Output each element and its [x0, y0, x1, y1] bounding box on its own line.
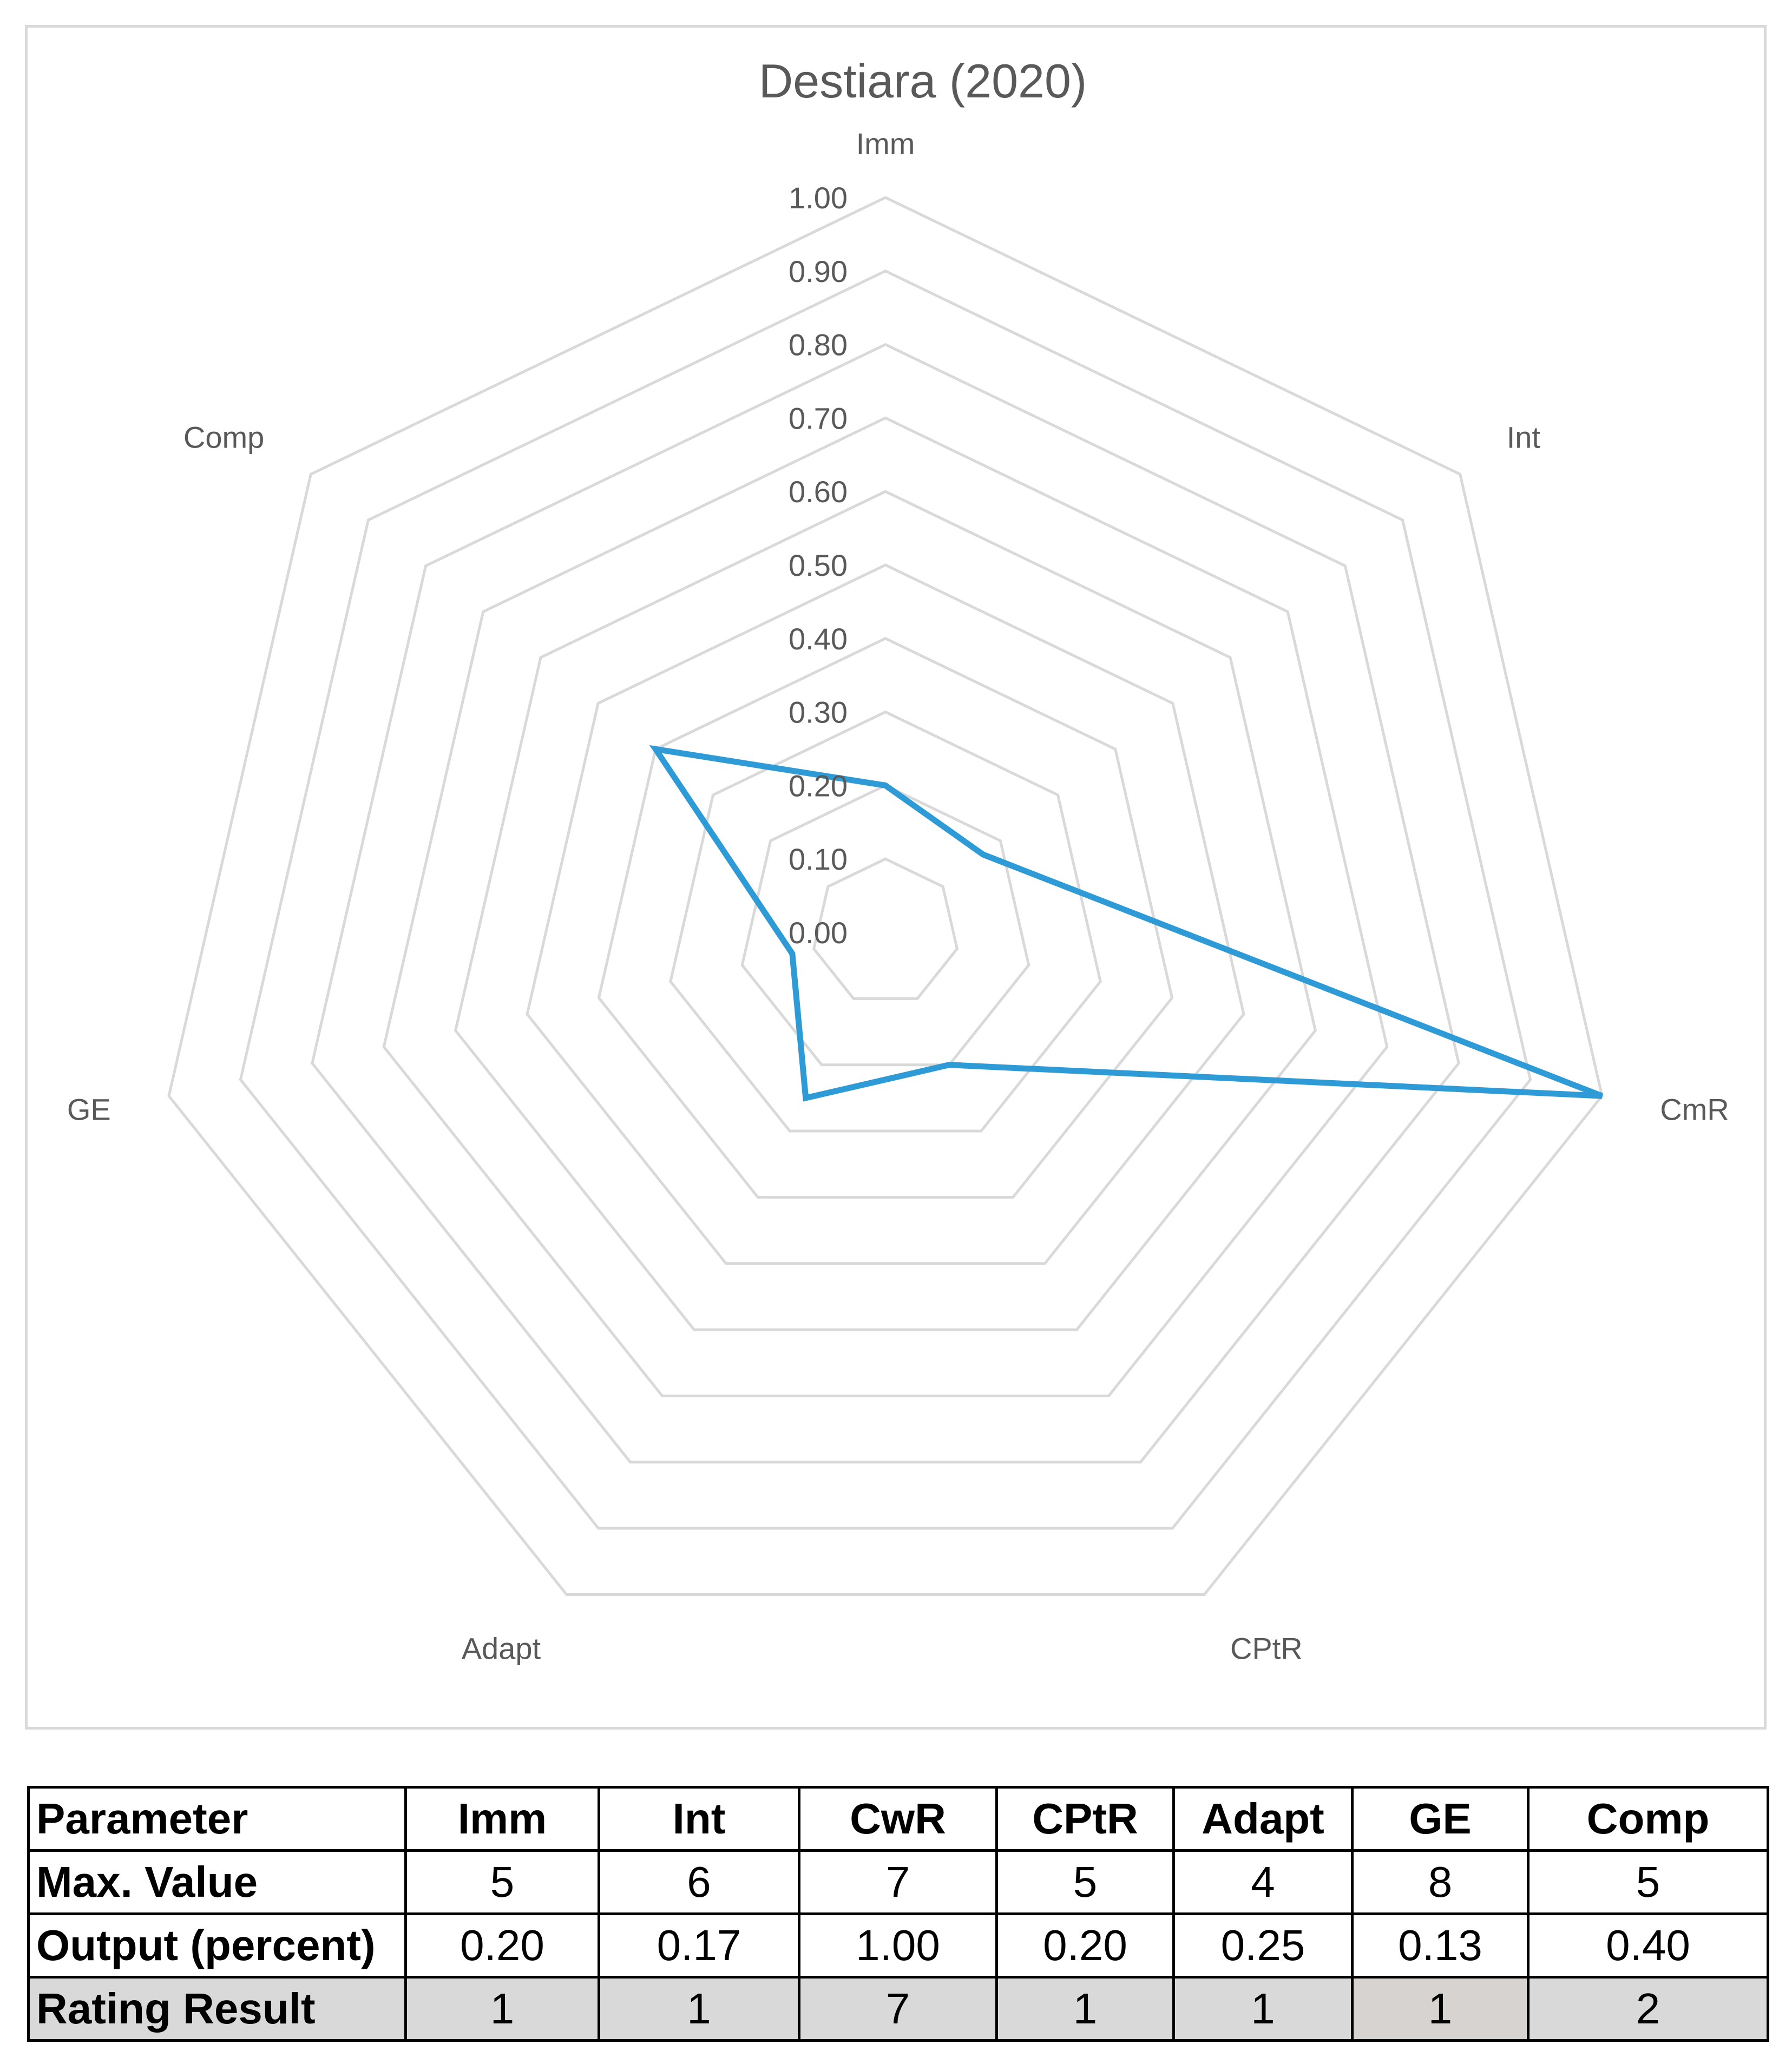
tick-labels: 0.00 0.10 0.20 0.30 0.40 0.50 0.60 0.70 0.80 0.90… [789, 181, 848, 950]
table-header-cell: Comp [1527, 1786, 1769, 1852]
grid-ring [526, 563, 1245, 1265]
radar-series [649, 745, 1603, 1102]
grid-ring [239, 269, 1532, 1530]
tick-label: 0.60 [789, 475, 848, 509]
table-header-cell: Imm [404, 1786, 600, 1852]
tick-label: 0.30 [789, 695, 848, 729]
axis-label: Adapt [462, 1632, 541, 1666]
table-cell: 0.20 [404, 1912, 600, 1978]
row-label: Output (percent) [27, 1912, 407, 1978]
axis-label: Int [1507, 420, 1541, 455]
table-cell: 5 [1527, 1849, 1769, 1915]
row-label: Max. Value [27, 1849, 407, 1915]
table-cell: 1 [995, 1976, 1175, 2042]
table-cell: 6 [598, 1849, 800, 1915]
axis-label: Comp [183, 420, 264, 455]
table-header-row: Parameter Imm Int CwR CPtR Adapt GE Comp [27, 1786, 1769, 1852]
table-cell: 0.17 [598, 1912, 800, 1978]
table-row: Output (percent) 0.20 0.17 1.00 0.20 0.25 0.13… [27, 1912, 1769, 1978]
table-cell: 2 [1527, 1976, 1769, 2042]
table-cell: 1 [1172, 1976, 1354, 2042]
table-header-cell: Parameter [27, 1786, 407, 1852]
row-label: Rating Result [27, 1976, 407, 2042]
chart-title: Destiara (2020) [759, 54, 1087, 108]
grid-ring [740, 784, 1030, 1067]
table-header-cell: Int [598, 1786, 800, 1852]
grid-ring [382, 416, 1389, 1397]
tick-label: 0.50 [789, 548, 848, 582]
table-cell: 1.00 [798, 1912, 998, 1978]
table-cell: 5 [404, 1849, 600, 1915]
tick-label: 0.10 [789, 842, 848, 876]
table-cell: 7 [798, 1849, 998, 1915]
table-header-cell: CwR [798, 1786, 998, 1852]
table-cell: 0.20 [995, 1912, 1175, 1978]
table-cell: 1 [404, 1976, 600, 2042]
table-cell: 0.25 [1172, 1912, 1354, 1978]
table-cell: 0.40 [1527, 1912, 1769, 1978]
tick-label: 0.70 [789, 401, 848, 435]
tick-label: 0.00 [789, 916, 848, 950]
tick-label: 1.00 [789, 181, 848, 215]
axis-label: Imm [856, 127, 915, 161]
tick-label: 0.80 [789, 328, 848, 362]
grid-ring [311, 343, 1460, 1464]
series-line [649, 745, 1603, 1102]
table-cell: 5 [995, 1849, 1175, 1915]
table-row: Max. Value 5 6 7 5 4 8 5 [27, 1849, 1769, 1915]
table-cell: 7 [798, 1976, 998, 2042]
rating-table: Parameter Imm Int CwR CPtR Adapt GE Comp Max. V… [27, 1786, 1769, 2042]
axis-labels: Imm Int CmR CPtR Adapt GE Comp [67, 127, 1729, 1666]
table-cell: 1 [598, 1976, 800, 2042]
table-header-cell: Adapt [1172, 1786, 1354, 1852]
axis-label: GE [67, 1093, 111, 1127]
tick-label: 0.20 [789, 768, 848, 803]
table-cell: 8 [1351, 1849, 1530, 1915]
chart-area [25, 25, 1767, 1730]
table-cell: 1 [1351, 1976, 1530, 2042]
table-cell: 4 [1172, 1849, 1354, 1915]
tick-label: 0.40 [789, 622, 848, 656]
table-row: Rating Result 1 1 7 1 1 1 2 [27, 1976, 1769, 2042]
grid-ring [167, 196, 1604, 1596]
grid-ring [454, 490, 1317, 1331]
table-header-cell: GE [1351, 1786, 1530, 1852]
grid-ring [812, 857, 959, 1000]
table-cell: 0.13 [1351, 1912, 1530, 1978]
radar-grid [167, 196, 1604, 1596]
table-body: Max. Value 5 6 7 5 4 8 5 Output (percent) 0.20 0.1… [27, 1849, 1769, 2042]
axis-label: CPtR [1230, 1632, 1303, 1666]
grid-ring [597, 637, 1174, 1199]
table-header-cell: CPtR [995, 1786, 1175, 1852]
tick-label: 0.90 [789, 254, 848, 288]
axis-label: CmR [1660, 1093, 1729, 1127]
